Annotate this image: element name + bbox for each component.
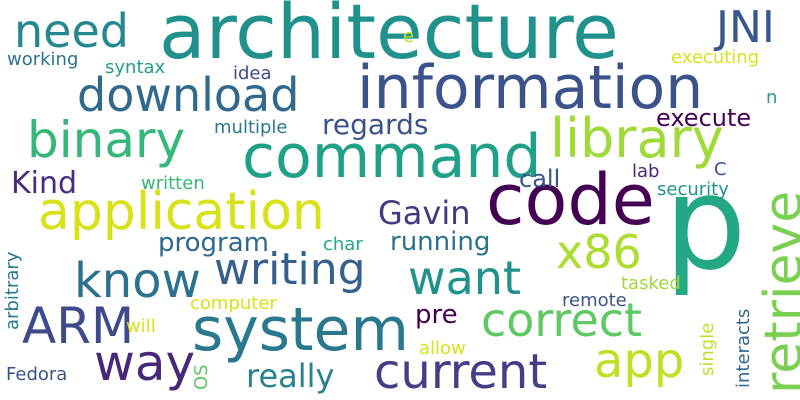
word-remote: remote	[562, 290, 627, 311]
word-interacts: interacts	[733, 308, 754, 388]
word-will: will	[126, 316, 156, 337]
word-security: security	[657, 179, 729, 200]
word-single: single	[697, 322, 718, 376]
word-C: C	[714, 159, 727, 180]
word-running: running	[390, 227, 491, 257]
word-architecture: architecture	[159, 0, 619, 76]
word-code: code	[486, 159, 655, 241]
word-tasked: tasked	[621, 273, 681, 294]
word-call: call	[519, 165, 561, 193]
word-p: p	[664, 147, 747, 299]
word-lab: lab	[632, 161, 660, 182]
word-need: need	[14, 4, 129, 58]
word-written: written	[141, 173, 205, 194]
word-binary: binary	[27, 111, 186, 169]
word-OS: OS	[191, 364, 212, 390]
word-system: system	[192, 295, 409, 365]
word-information: information	[357, 53, 704, 123]
word-n: n	[766, 87, 778, 108]
word-application: application	[38, 182, 325, 242]
word-arbitrary: arbitrary	[2, 251, 23, 330]
word-e: e	[403, 26, 415, 47]
word-want: want	[408, 251, 522, 305]
word-idea: idea	[233, 63, 272, 84]
word-executing: executing	[671, 47, 760, 68]
word-library: library	[550, 107, 724, 170]
word-char: char	[323, 234, 363, 255]
word-ARM: ARM	[22, 297, 135, 355]
word-correct: correct	[481, 293, 643, 347]
word-execute: execute	[656, 104, 752, 132]
word-retrieve: retrieve	[754, 190, 800, 394]
word-app: app	[594, 333, 685, 389]
word-writing: writing	[214, 244, 366, 295]
word-computer: computer	[190, 293, 277, 314]
word-know: know	[74, 253, 201, 309]
word-regards: regards	[322, 108, 429, 141]
word-syntax: syntax	[105, 57, 166, 78]
word-Fedora: Fedora	[6, 364, 68, 385]
word-multiple: multiple	[214, 117, 288, 138]
word-program: program	[158, 228, 269, 258]
word-current: current	[374, 344, 548, 400]
word-working: working	[7, 49, 79, 70]
word-really: really	[246, 357, 335, 395]
word-way: way	[94, 334, 196, 392]
word-x86: x86	[556, 225, 642, 279]
word-Kind: Kind	[11, 166, 78, 201]
word-pre: pre	[415, 300, 458, 330]
word-download: download	[77, 68, 300, 122]
word-allow: allow	[419, 338, 466, 359]
word-command: command	[242, 122, 542, 192]
word-JNI: JNI	[716, 2, 775, 53]
word-Gavin: Gavin	[378, 194, 471, 232]
